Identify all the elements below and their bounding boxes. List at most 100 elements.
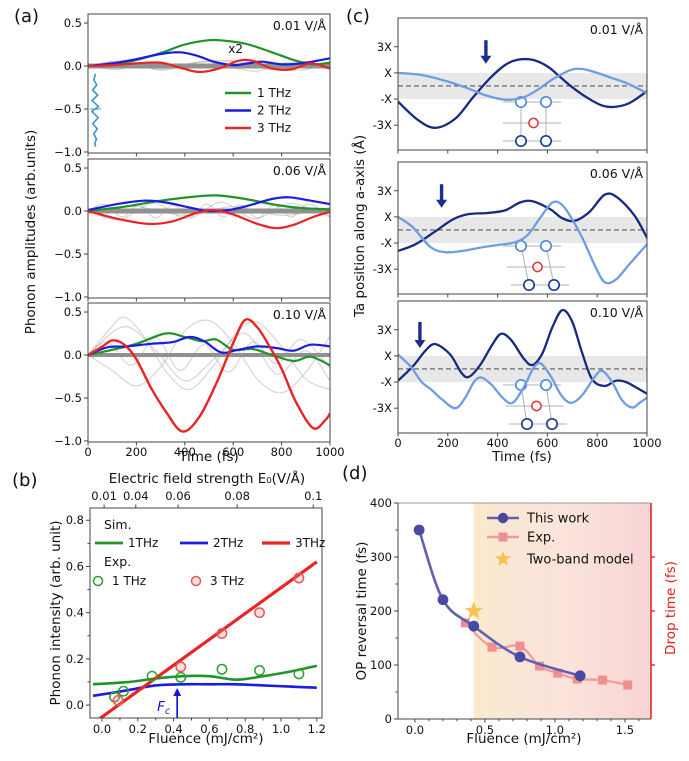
tick-label: 0.2 xyxy=(129,722,147,736)
series-2thz xyxy=(88,335,330,357)
tick-label: 1.2 xyxy=(308,722,326,736)
x2-annotation: x2 xyxy=(228,42,243,56)
panel-d-legend: This work Exp. Two-band model xyxy=(487,512,634,568)
marker-square xyxy=(487,642,497,652)
tick-label: 1.0 xyxy=(272,722,290,736)
series-3thz xyxy=(88,58,330,74)
panel-c-subplot-2: 3X X -X -3X 0 200 400 600 800 1000 0.10 V/Å xyxy=(373,300,662,450)
ta-atom-bottom-icon xyxy=(545,417,559,431)
tick-label: 200 xyxy=(370,604,392,618)
tick-label: 800 xyxy=(271,445,293,459)
scatter-exp-3thz xyxy=(293,572,305,584)
scatter-exp-1thz xyxy=(216,663,228,675)
marker-circle xyxy=(514,651,526,663)
tick-label: −1.0 xyxy=(54,290,82,304)
legend-label: 1 THz xyxy=(257,86,291,100)
panel-b-tag: (b) xyxy=(12,470,38,491)
tick-label: 400 xyxy=(174,445,196,459)
tick-label: −0.5 xyxy=(54,102,82,116)
series-ta-light xyxy=(398,200,647,285)
tick-label: 0.4 xyxy=(66,606,84,620)
tick-label: 0.1 xyxy=(304,489,322,503)
ta-atom-top-icon xyxy=(539,378,553,392)
tick-label: 0.0 xyxy=(64,348,82,362)
tick-label: 200 xyxy=(437,436,459,450)
panel-c-ylabel: Ta position along a-axis (Å) xyxy=(352,134,368,318)
tick-label: 0.8 xyxy=(236,722,254,736)
legend-label: 2 THz xyxy=(257,104,291,118)
scatter-exp-1thz xyxy=(118,685,129,697)
tick-label: 400 xyxy=(487,436,509,450)
ta-atom-top-icon xyxy=(539,239,553,253)
tick-label: X xyxy=(384,66,392,80)
tick-label: 1000 xyxy=(315,445,344,459)
scatter-exp-1thz xyxy=(146,670,158,682)
tick-label: X xyxy=(384,349,392,363)
tick-label: 0.5 xyxy=(64,305,82,319)
condition-label: 0.01 V/Å xyxy=(590,22,644,37)
panel-a-xlabel: Time (fs) xyxy=(179,449,239,465)
star-icon xyxy=(494,550,512,566)
scatter-exp-3thz xyxy=(175,661,187,673)
ta-atom-bottom-icon xyxy=(539,134,553,148)
panel-b-ylabel: Phonon intensity (arb. unit) xyxy=(48,520,64,706)
center-atom-icon xyxy=(532,261,543,273)
panel-c-subplot-0: 3X X -X -3X 0.01 V/Å xyxy=(373,17,648,154)
tick-label: 300 xyxy=(370,550,392,564)
condition-label: 0.06 V/Å xyxy=(273,163,327,178)
tick-label: 600 xyxy=(222,445,244,459)
series-1thz xyxy=(88,332,330,367)
tick-label: -3X xyxy=(373,118,392,132)
series-sim-1thz xyxy=(92,664,318,686)
ta-atom-top-icon xyxy=(539,95,553,109)
panel-c-xlabel: Time (fs) xyxy=(492,449,552,465)
tick-label: -3X xyxy=(373,401,392,415)
down-arrow-icon xyxy=(436,184,448,208)
panel-c-tag: (c) xyxy=(346,6,370,27)
scatter-exp-1thz xyxy=(109,691,120,703)
tick-label: 0.0 xyxy=(93,722,111,736)
series-gray-mode-4 xyxy=(88,325,330,382)
ta-atom-bottom-icon xyxy=(547,278,561,292)
marker-circle xyxy=(437,594,449,606)
series-3thz xyxy=(88,208,330,230)
legend-marker xyxy=(92,575,104,587)
panel-c-subplot-1: 3X X -X -3X 0.06 V/Å xyxy=(373,161,648,298)
marker-circle xyxy=(413,524,425,536)
marker-square xyxy=(535,661,545,671)
marker-square xyxy=(553,668,563,678)
tick-label: -3X xyxy=(373,262,392,276)
series-gray-mode-2 xyxy=(88,319,330,394)
panel-a-ylabel: Phonon amplitudes (arb.units) xyxy=(23,129,39,335)
series-ta-dark xyxy=(398,192,647,253)
series-ta-light xyxy=(398,353,647,410)
tick-label: 800 xyxy=(586,436,608,450)
tick-label: 3X xyxy=(377,323,392,337)
fc-label: Fc xyxy=(157,699,171,717)
tick-label: 0.0 xyxy=(64,204,82,218)
panel-d-xlabel: Fluence (mJ/cm²) xyxy=(466,731,582,747)
tick-label: 0.0 xyxy=(406,723,424,737)
ta-atom-bottom-icon xyxy=(522,278,536,292)
panel-a-subplot-0: 0.5 0.0 −0.5 −1.0 0.01 V/Å xyxy=(54,13,331,159)
panel-a-subplot-2: 0.5 0.0 −0.5 −1.00 200 400 600 800 1000 0.10 V/Å xyxy=(54,302,345,459)
tick-label: 3X xyxy=(377,184,392,198)
tick-label: −0.5 xyxy=(54,247,82,261)
condition-label: 0.01 V/Å xyxy=(273,18,327,33)
tick-label: 100 xyxy=(370,658,392,672)
panel-a-subplot-1: 0.5 0.0 −0.5 −1.0 0.06 V/Å xyxy=(54,158,331,304)
series-ta-light xyxy=(398,67,647,101)
series-gray-mode-1 xyxy=(88,203,330,219)
down-arrow-icon xyxy=(480,40,492,64)
legend-label: 2THz xyxy=(213,536,243,550)
legend-sim-label: Sim. xyxy=(104,517,132,532)
panel-d-chart: 400 300 200 100 0 0.0 0.5 1.0 1.5 xyxy=(370,496,655,737)
tick-label: 1000 xyxy=(632,436,661,450)
legend-marker xyxy=(498,532,508,542)
panel-a-tag: (a) xyxy=(14,6,40,27)
series-2thz xyxy=(88,51,330,68)
condition-label: 0.10 V/Å xyxy=(590,305,644,320)
series-1thz xyxy=(88,194,330,213)
tick-label: X xyxy=(384,210,392,224)
